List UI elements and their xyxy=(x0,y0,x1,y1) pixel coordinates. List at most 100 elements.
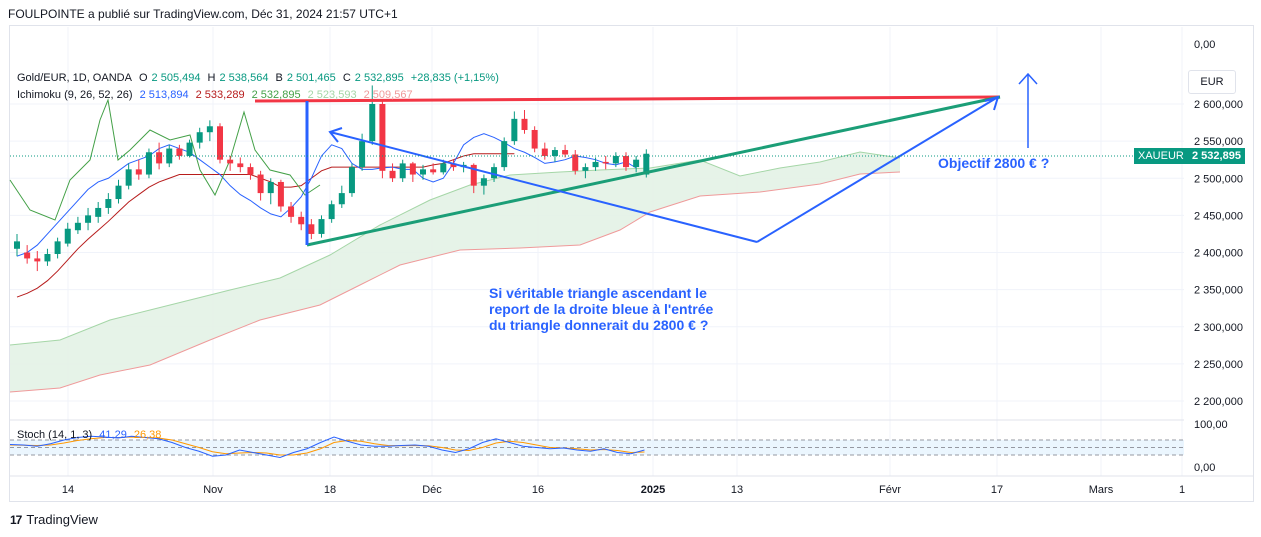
candle-body xyxy=(196,132,203,143)
senkou-span-b xyxy=(9,171,901,393)
candle-body xyxy=(115,185,122,200)
candle-body xyxy=(602,161,609,164)
candle-body xyxy=(64,228,71,244)
candle-body xyxy=(359,141,366,168)
candle-body xyxy=(491,167,498,179)
legend-o-label: O xyxy=(138,72,148,84)
price-tick-label: 2 400,000 xyxy=(1194,248,1243,260)
legend-b-label: B xyxy=(275,72,283,84)
time-tick-label: Déc xyxy=(422,484,442,496)
candle-body xyxy=(145,152,152,175)
candle-body xyxy=(24,252,31,259)
time-tick-label: 17 xyxy=(991,484,1003,496)
arrow-head-target xyxy=(984,95,1000,111)
ichimoku-val-2: 2 533,289 xyxy=(195,89,245,101)
candle-body xyxy=(14,241,20,249)
candle-body xyxy=(338,193,345,205)
legend-h-val: 2 538,564 xyxy=(219,72,269,84)
currency-button[interactable]: EUR xyxy=(1188,70,1236,94)
chart-frame xyxy=(9,25,1254,502)
price-tick-label: 2 300,000 xyxy=(1194,322,1243,334)
ichimoku-val-5: 2 509,567 xyxy=(363,89,413,101)
candle-body xyxy=(420,169,426,175)
ichimoku-val-3: 2 532,895 xyxy=(251,89,301,101)
tradingview-name: TradingView xyxy=(26,512,98,527)
senkou-span-a xyxy=(9,151,901,346)
candle-body xyxy=(643,153,650,175)
price-tick-label: 2 200,000 xyxy=(1194,396,1243,408)
candle-body xyxy=(551,150,558,156)
candle-body xyxy=(288,206,295,217)
candle-body xyxy=(348,167,355,194)
stoch-panel xyxy=(9,419,1184,459)
stoch-k-line xyxy=(9,435,645,459)
candle-body xyxy=(267,181,274,194)
candle-body xyxy=(430,169,437,173)
candle-body xyxy=(44,253,51,262)
candle-body xyxy=(257,174,264,194)
candle-body xyxy=(623,155,629,168)
ichimoku-lines xyxy=(9,98,637,298)
candle-body xyxy=(298,216,305,225)
ichimoku-cloud xyxy=(9,151,901,393)
price-tick-label: 2 450,000 xyxy=(1194,210,1243,222)
legend-h-label: H xyxy=(207,72,216,84)
tradingview-mark-icon: 17 xyxy=(10,512,22,527)
candle-body xyxy=(572,154,579,171)
candle-body xyxy=(105,199,112,208)
chikou-line xyxy=(9,98,321,221)
candle-body xyxy=(501,141,508,168)
support-trendline xyxy=(306,95,1001,247)
candle-body xyxy=(95,207,102,217)
stoch-band xyxy=(10,440,1184,455)
candle-body xyxy=(450,163,457,168)
drawings xyxy=(10,72,1184,247)
ichimoku-val-4: 2 523,593 xyxy=(307,89,357,101)
price-tick-label: 2 250,000 xyxy=(1194,359,1243,371)
annotation-note[interactable]: Si véritable triangle ascendant le repor… xyxy=(489,285,714,333)
legend-b-val: 2 501,465 xyxy=(286,72,336,84)
candle-body xyxy=(511,118,518,142)
candle-body xyxy=(176,148,183,156)
candle-body xyxy=(247,167,254,175)
time-tick-label: Févr xyxy=(879,484,901,496)
candle-body xyxy=(156,152,163,164)
candle-body xyxy=(379,104,386,171)
price-tick-label: 2 350,000 xyxy=(1194,285,1243,297)
price-axis: 0,00 2 600,000 2 550,000 2 500,000 2 450,000… xyxy=(1194,39,1243,474)
candle-body xyxy=(277,181,284,207)
candle-body xyxy=(633,159,640,168)
candle-body xyxy=(125,169,132,186)
tenkan-line xyxy=(16,133,637,257)
price-tick-label: 2 550,000 xyxy=(1194,136,1243,148)
legend-ichimoku: Ichimoku (9, 26, 52, 26) 2 513,894 2 533… xyxy=(17,89,417,101)
cloud-area xyxy=(10,152,900,392)
candle-body xyxy=(308,224,315,234)
candle-body xyxy=(328,204,335,220)
legend-change: +28,835 (+1,15%) xyxy=(410,72,499,84)
time-axis: 14 Nov 18 Déc 16 2025 13 Févr 17 Mars 1 xyxy=(10,475,1254,496)
time-tick-label: 2025 xyxy=(641,484,665,496)
candle-body xyxy=(480,178,487,186)
annotation-objective[interactable]: Objectif 2800 € ? xyxy=(938,155,1050,171)
stoch-tick-label: 100,00 xyxy=(1194,419,1228,431)
candle-body xyxy=(440,163,447,173)
legend-ichimoku-label: Ichimoku (9, 26, 52, 26) xyxy=(17,89,133,101)
time-tick-label: Mars xyxy=(1089,484,1114,496)
candle-body xyxy=(135,169,142,175)
candle-body xyxy=(541,148,548,156)
candle-body xyxy=(531,129,538,149)
candle-body xyxy=(85,215,92,223)
tradingview-logo[interactable]: 17 TradingView xyxy=(10,512,98,527)
candle-body xyxy=(409,163,416,175)
arrow-head-left xyxy=(328,127,343,143)
candle-body xyxy=(217,126,223,160)
projection-line-1 xyxy=(329,131,758,243)
resistance-line xyxy=(254,95,1001,103)
price-badge: 2 532,895 xyxy=(1188,148,1245,164)
candle-body xyxy=(318,219,325,234)
candle-body xyxy=(74,222,81,231)
legend-c-val: 2 532,895 xyxy=(354,72,404,84)
